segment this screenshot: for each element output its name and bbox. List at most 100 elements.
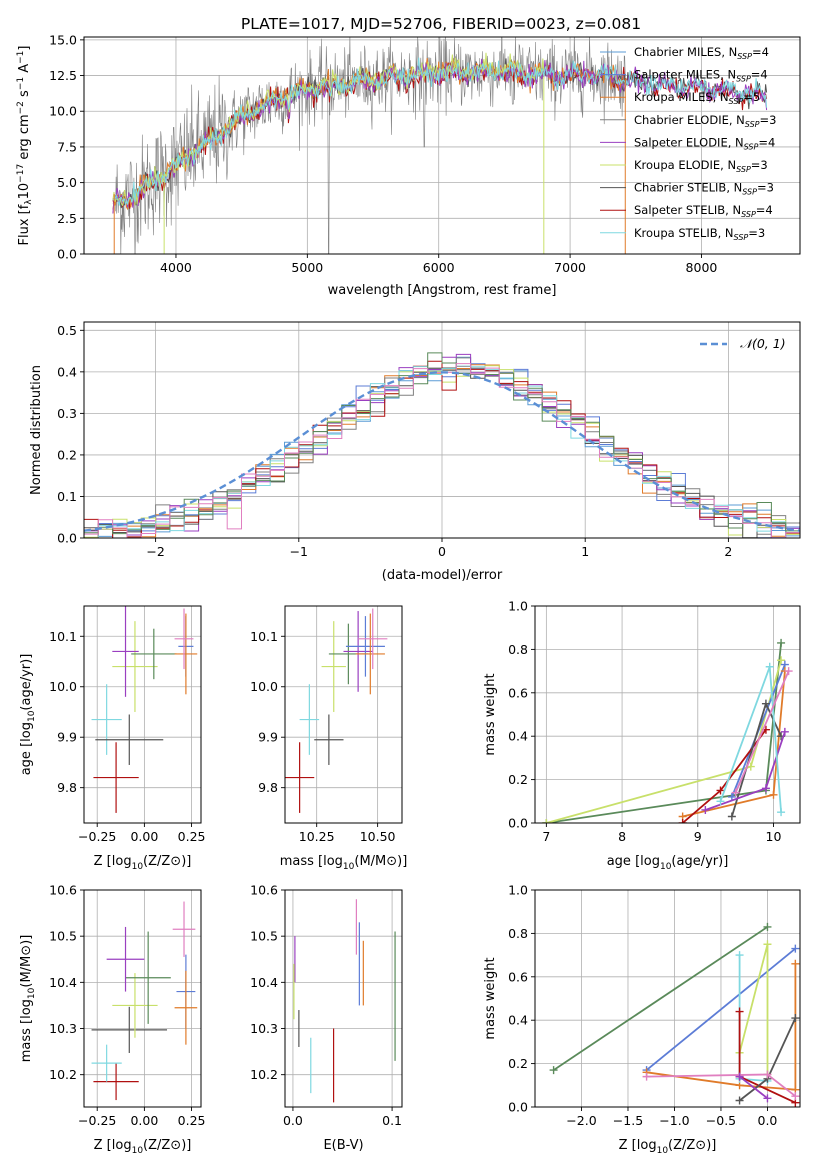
error-bar-point [91,1044,122,1082]
x-tick-label: −0.25 [78,829,116,844]
y-tick-label: 0.0 [508,1100,528,1115]
error-bar-point [345,616,385,677]
plot-area [285,608,388,813]
error-bar-point [112,973,158,1038]
weight-series [735,951,772,1085]
plot-area [84,352,800,538]
error-bar-point [131,628,177,680]
weight-vs-age-panel: 7 8 9 10 0.0 0.2 0.4 0.6 0.8 1.0 age [log10(age/yr… [483,599,801,872]
y-tick-label: 10.5 [250,929,278,944]
y-tick-label: 5.0 [57,175,77,190]
x-tick-label: 0.1 [382,1113,402,1128]
y-tick-label: 0.6 [508,969,528,984]
grid [84,606,201,823]
y-tick-label: 9.9 [258,730,278,745]
axes-frame [83,36,801,255]
weight-marker [791,1014,800,1023]
x-tick-label: 7000 [554,260,586,275]
x-axis-label: wavelength [Angstrom, rest frame] [328,283,557,298]
x-axis-label: E(B-V) [323,1138,363,1153]
error-bar-point [285,742,315,813]
error-bar-point [174,613,198,695]
error-bar-point [95,714,164,765]
error-bar-point [91,1006,168,1053]
x-tick-label: −1.5 [613,1113,643,1128]
plot-area [112,37,768,254]
y-tick-label: 10.1 [49,629,77,644]
weight-series [727,699,786,821]
plot-area [549,922,800,1107]
y-tick-label: 0.4 [508,729,528,744]
x-axis-label: age [log10(age/yr)] [607,854,729,872]
legend-entry: Kroupa MILES, NSSP=5 [634,90,760,106]
y-tick-label: 10.2 [250,1067,278,1082]
error-bar-point [174,608,194,670]
y-tick-label: 10.3 [49,1021,77,1036]
error-bar-point [321,621,346,712]
axes-frame [284,889,403,1108]
x-tick-label: 2 [724,544,732,559]
weight-series [542,638,786,823]
x-tick-label: −1 [290,544,308,559]
spectrum-legend: Chabrier MILES, NSSP=4 Salpeter MILES, NS… [600,45,776,242]
error-bar-point [112,621,158,712]
x-tick-label: 0.00 [130,829,158,844]
y-tick-label: 1.0 [508,883,528,898]
y-tick-label: 10.6 [49,883,77,898]
ticks: −2.0 −1.5 −1.0 −0.5 0.0 0.0 0.2 0.4 0.6 0.8 1.0 [508,883,777,1129]
residuals-panel: −2 −1 0 1 2 0.0 0.1 0.2 0.3 0.4 0.5 𝒩(0, 1) (data-mo… [29,321,801,583]
error-bar-point [343,611,373,692]
weight-marker [761,699,770,708]
x-tick-label: 10.25 [299,829,335,844]
weight-marker [642,1072,651,1081]
weight-marker [735,1007,744,1016]
y-tick-label: 0.2 [57,447,77,462]
error-bar-point [93,742,139,813]
y-tick-label: 0.4 [508,1013,528,1028]
y-axis-label: mass weight [483,957,498,1039]
ticks: −2 −1 0 1 2 0.0 0.1 0.2 0.3 0.4 0.5 [57,323,732,559]
weight-series [735,940,772,1079]
x-tick-label: 0 [438,544,446,559]
x-tick-label: 1 [581,544,589,559]
legend-entry: Salpeter STELIB, NSSP=4 [634,203,773,219]
x-tick-label: 4000 [160,260,192,275]
error-bar-point [358,608,388,670]
axes-frame [534,605,801,824]
error-bar-point [299,684,320,755]
weight-series [678,725,770,823]
x-tick-label: 0.0 [283,1113,303,1128]
y-tick-label: 1.0 [508,599,528,614]
weight-marker [784,667,793,676]
y-tick-label: 0.0 [508,816,528,831]
y-tick-label: 12.5 [49,68,77,83]
weight-marker [761,784,770,793]
y-tick-label: 2.5 [57,211,77,226]
weight-marker [542,819,551,823]
weight-marker [735,1072,744,1081]
x-tick-label: −2 [146,544,164,559]
weight-marker [746,762,755,771]
y-tick-label: 9.8 [258,780,278,795]
x-tick-label: 0.25 [178,829,206,844]
y-tick-label: 10.0 [49,679,77,694]
x-axis-label: (data-model)/error [382,568,503,583]
grid [285,889,402,1107]
weight-marker [765,662,774,671]
weight-series [731,667,793,797]
legend-entry: Kroupa STELIB, NSSP=3 [634,226,765,242]
axes-frame [284,605,403,824]
legend-entry: Salpeter ELODIE, NSSP=4 [634,135,775,151]
y-tick-label: 0.0 [57,247,77,262]
error-bar-point [172,901,196,957]
error-bar-point [106,926,145,992]
weight-marker [716,786,725,795]
ticks: −0.25 0.00 0.25 10.2 10.3 10.4 10.5 10.6 [49,883,205,1129]
axes-frame [534,889,801,1108]
y-tick-label: 0.4 [57,364,77,379]
x-tick-label: 8000 [686,260,718,275]
legend-entry: Chabrier MILES, NSSP=4 [634,45,769,61]
grid [84,889,201,1107]
weight-series [542,656,786,823]
